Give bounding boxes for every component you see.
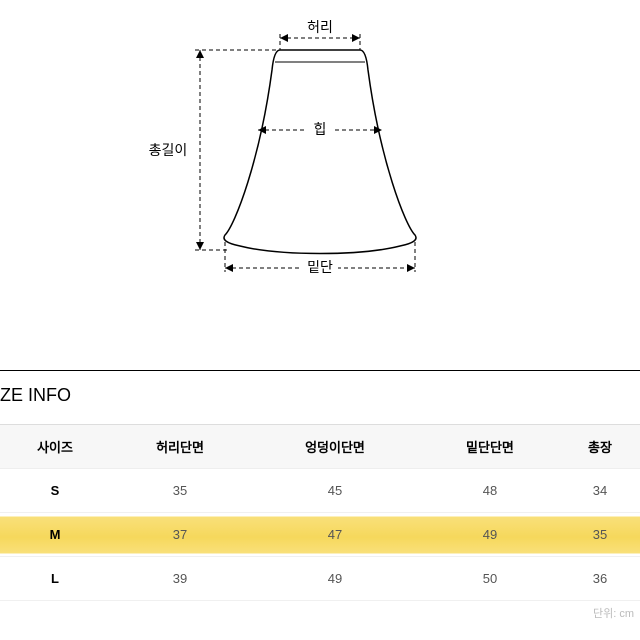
label-hem: 밑단: [307, 259, 333, 275]
cell-value: 37: [110, 513, 250, 557]
col-waist: 허리단면: [110, 425, 250, 469]
cell-value: 36: [560, 557, 640, 601]
table-row: S 35 45 48 34: [0, 469, 640, 513]
cell-value: 35: [560, 513, 640, 557]
cell-size: S: [0, 469, 110, 513]
label-waist: 허리: [307, 19, 333, 35]
cell-value: 49: [420, 513, 560, 557]
table-row: L 39 49 50 36: [0, 557, 640, 601]
size-table: 사이즈 허리단면 엉덩이단면 밑단단면 총장 S 35 45 48 34 M 3…: [0, 424, 640, 601]
cell-value: 49: [250, 557, 420, 601]
skirt-diagram-svg: 허리 힙 총길이 밑단: [130, 10, 510, 290]
label-hip: 힙: [314, 121, 327, 137]
unit-hint: 단위: cm: [0, 601, 640, 621]
size-info-heading: ZE INFO: [0, 371, 640, 424]
cell-value: 35: [110, 469, 250, 513]
label-total-length: 총길이: [149, 142, 188, 158]
cell-value: 39: [110, 557, 250, 601]
col-hip: 엉덩이단면: [250, 425, 420, 469]
cell-size: M: [0, 513, 110, 557]
cell-size: L: [0, 557, 110, 601]
measurement-diagram: 허리 힙 총길이 밑단: [0, 0, 640, 300]
cell-value: 47: [250, 513, 420, 557]
table-row-highlighted: M 37 47 49 35: [0, 513, 640, 557]
cell-value: 34: [560, 469, 640, 513]
cell-value: 45: [250, 469, 420, 513]
col-size: 사이즈: [0, 425, 110, 469]
cell-value: 50: [420, 557, 560, 601]
cell-value: 48: [420, 469, 560, 513]
size-table-header-row: 사이즈 허리단면 엉덩이단면 밑단단면 총장: [0, 425, 640, 469]
col-length: 총장: [560, 425, 640, 469]
col-hem: 밑단단면: [420, 425, 560, 469]
